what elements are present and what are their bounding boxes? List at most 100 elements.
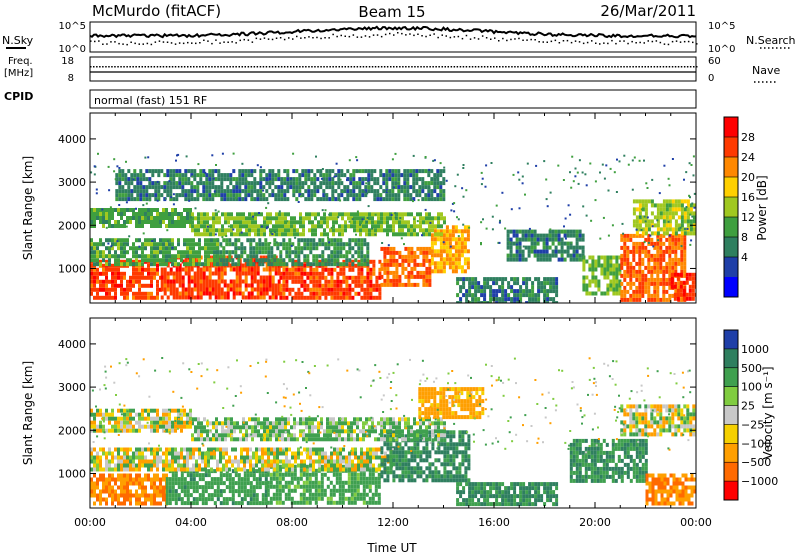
data-cell <box>653 253 657 258</box>
data-cell <box>504 297 508 302</box>
speckle <box>589 162 592 165</box>
data-cell <box>201 501 205 506</box>
data-cell <box>513 301 517 303</box>
data-cell <box>463 241 467 246</box>
data-cell <box>425 254 429 259</box>
data-cell <box>392 254 396 259</box>
data-cell <box>662 281 666 286</box>
data-cell <box>196 267 200 272</box>
data-cell <box>260 212 263 217</box>
data-cell <box>486 277 490 282</box>
data-cell <box>195 485 199 490</box>
speckle <box>114 178 117 181</box>
data-cell <box>626 281 630 286</box>
data-cell <box>117 220 120 224</box>
speckle <box>221 152 224 155</box>
speckle <box>290 244 293 247</box>
data-cell <box>132 242 135 247</box>
data-cell <box>171 262 174 267</box>
data-cell <box>662 203 666 208</box>
data-cell <box>442 233 446 238</box>
data-cell <box>412 189 416 194</box>
nsearch-point <box>667 43 670 46</box>
data-cell <box>277 291 281 296</box>
data-cell <box>126 242 129 247</box>
data-cell <box>448 233 452 238</box>
data-cell <box>647 249 651 254</box>
data-cell <box>157 173 161 178</box>
data-cell <box>549 297 553 302</box>
data-cell <box>545 241 549 246</box>
data-cell <box>90 287 93 292</box>
nave-point <box>365 66 368 68</box>
data-cell <box>102 473 105 478</box>
data-cell <box>327 267 331 272</box>
data-cell <box>638 219 642 224</box>
data-cell <box>686 211 690 216</box>
speckle <box>498 241 501 244</box>
data-cell <box>341 228 344 233</box>
data-cell <box>230 212 233 217</box>
data-cell <box>662 219 666 224</box>
speckle <box>570 241 573 244</box>
data-cell <box>623 285 627 290</box>
data-cell <box>635 273 639 278</box>
data-cell <box>288 238 292 243</box>
data-cell <box>202 185 206 190</box>
data-cell <box>291 275 295 280</box>
data-cell <box>147 216 150 220</box>
data-cell <box>129 216 132 220</box>
data-cell <box>191 212 194 217</box>
data-cell <box>366 267 370 272</box>
speckle <box>657 239 660 242</box>
data-cell <box>111 242 114 247</box>
data-cell <box>214 193 218 198</box>
data-cell <box>200 220 203 225</box>
data-cell <box>288 246 292 251</box>
data-cell <box>240 254 244 259</box>
data-cell <box>308 220 311 225</box>
data-cell <box>235 193 239 198</box>
data-cell <box>196 279 200 284</box>
data-cell <box>638 293 642 298</box>
data-cell <box>117 208 120 212</box>
data-cell <box>531 293 535 298</box>
nave-point <box>396 66 398 68</box>
data-cell <box>249 262 253 267</box>
data-cell <box>277 177 281 182</box>
data-cell <box>145 193 149 198</box>
nave-point <box>120 66 122 68</box>
data-cell <box>323 220 326 225</box>
data-cell <box>120 275 123 280</box>
data-cell <box>531 297 535 302</box>
data-cell <box>403 193 407 198</box>
data-cell <box>205 185 209 190</box>
data-cell <box>277 267 281 272</box>
nave-point <box>183 66 186 68</box>
data-cell <box>560 241 564 246</box>
data-cell <box>674 261 678 266</box>
data-cell <box>341 216 344 221</box>
data-cell <box>302 500 306 505</box>
data-cell <box>141 291 144 296</box>
data-cell <box>383 228 386 233</box>
data-cell <box>210 242 213 247</box>
data-cell <box>507 281 511 286</box>
data-cell <box>463 245 467 250</box>
data-cell <box>288 242 292 247</box>
data-cell <box>123 259 126 264</box>
nave-point <box>232 66 234 68</box>
data-cell <box>328 185 332 190</box>
data-cell <box>555 285 559 290</box>
data-cell <box>668 253 672 258</box>
data-cell <box>378 275 382 280</box>
data-cell <box>124 173 128 178</box>
data-cell <box>385 169 389 174</box>
data-cell <box>198 262 201 267</box>
data-cell <box>686 215 690 220</box>
data-cell <box>129 258 132 263</box>
nave-point <box>529 66 531 68</box>
data-cell <box>189 238 192 243</box>
data-cell <box>539 237 543 242</box>
speckle <box>148 199 151 202</box>
